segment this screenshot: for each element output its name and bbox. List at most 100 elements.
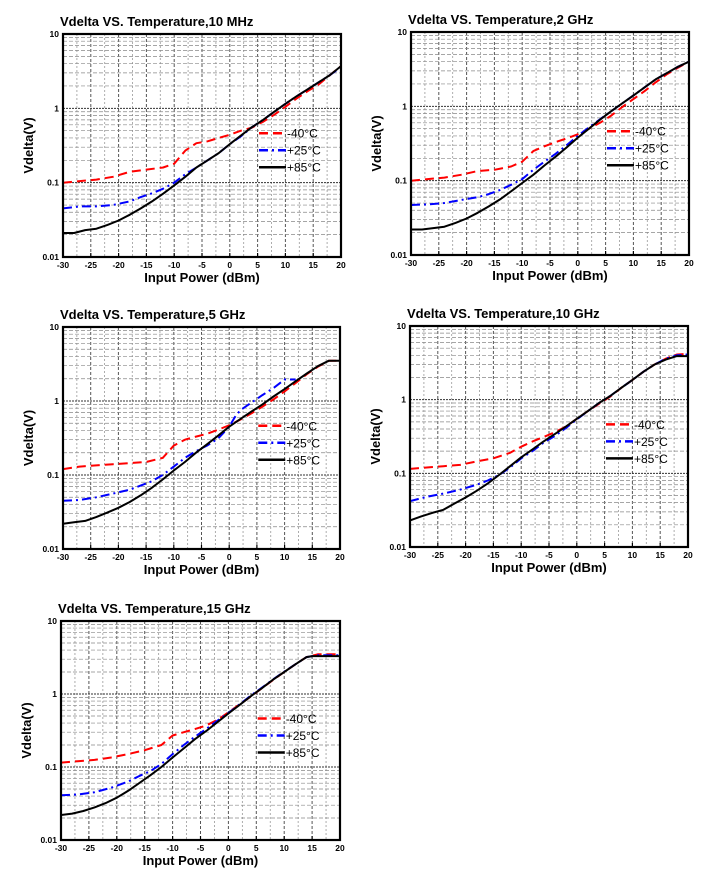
x-axis-label: Input Power (dBm) [144, 270, 260, 285]
x-tick-label: 0 [227, 552, 232, 562]
legend: -40°C +25°C +85°C [605, 418, 668, 466]
grid [63, 327, 340, 549]
series-line-0 [410, 352, 688, 470]
x-tick-label: -20 [460, 258, 473, 268]
series-line-2 [63, 359, 340, 525]
x-tick-label: 5 [602, 550, 607, 560]
y-tick-label: 0.1 [394, 468, 406, 478]
x-tick-label: -30 [57, 552, 70, 562]
legend-label: +85°C [286, 746, 320, 760]
x-tick-label: -5 [198, 552, 206, 562]
y-tick-label: 1 [401, 395, 406, 405]
plot-frame [59, 619, 342, 842]
x-tick-label: 5 [254, 843, 259, 853]
x-tick-label: -10 [516, 258, 529, 268]
legend: -40°C +25°C +85°C [258, 127, 321, 175]
x-tick-label: 15 [656, 258, 666, 268]
x-tick-label: -15 [140, 260, 153, 270]
legend-label: -40°C [634, 418, 665, 432]
x-tick-label: -25 [85, 552, 98, 562]
plot-frame [409, 30, 691, 257]
x-tick-label: -20 [111, 843, 124, 853]
legend-label: -40°C [287, 127, 318, 141]
y-tick-label: 10 [50, 29, 60, 39]
x-tick-label: 0 [575, 258, 580, 268]
chart-0: Vdelta VS. Temperature,10 MHz 0.01 0.1 1 10 -… [21, 14, 346, 285]
x-tick-label: -15 [140, 552, 153, 562]
y-tick-label: 0.1 [45, 762, 57, 772]
x-tick-label: -30 [55, 843, 68, 853]
x-tick-label: -5 [198, 260, 206, 270]
x-tick-label: -25 [83, 843, 96, 853]
grid [61, 621, 340, 840]
y-tick-label: 1 [54, 103, 59, 113]
x-tick-label: 15 [655, 550, 665, 560]
plot-frame [408, 324, 690, 549]
x-tick-label: -20 [112, 552, 125, 562]
x-tick-label: -20 [459, 550, 472, 560]
legend-label: +85°C [634, 452, 668, 466]
legend-label: +85°C [286, 453, 320, 467]
x-tick-label: -25 [432, 550, 445, 560]
x-tick-label: 10 [281, 260, 291, 270]
series-line-0 [63, 359, 340, 471]
chart-3: Vdelta VS. Temperature,10 GHz 0.01 0.1 1 10 -… [368, 306, 693, 575]
x-tick-label: 15 [308, 552, 318, 562]
x-tick-label: 5 [255, 552, 260, 562]
legend-label: -40°C [286, 712, 317, 726]
legend-label: -40°C [286, 419, 317, 433]
x-tick-label: 15 [308, 260, 318, 270]
x-tick-label: 20 [335, 843, 345, 853]
x-tick-label: -25 [433, 258, 446, 268]
x-tick-label: -10 [515, 550, 528, 560]
x-tick-label: -5 [546, 258, 554, 268]
grid [63, 34, 341, 257]
legend-label: -40°C [635, 125, 666, 139]
x-tick-label: 15 [307, 843, 317, 853]
x-tick-label: -15 [487, 550, 500, 560]
y-tick-label: 10 [397, 321, 407, 331]
legend-label: +25°C [286, 436, 320, 450]
series-line-1 [63, 378, 296, 502]
y-tick-label: 10 [398, 27, 408, 37]
legend-label: +85°C [635, 159, 669, 173]
x-tick-label: 10 [629, 258, 639, 268]
x-axis-label: Input Power (dBm) [491, 560, 607, 575]
chart-title: Vdelta VS. Temperature,10 GHz [407, 306, 600, 321]
series-line-0 [61, 653, 340, 764]
legend-label: +85°C [287, 161, 321, 175]
plot-frame [61, 325, 342, 551]
series-line-0 [411, 60, 689, 182]
y-tick-label: 0.1 [395, 176, 407, 186]
series-line-2 [411, 60, 689, 231]
x-tick-label: -25 [85, 260, 98, 270]
chart-4: Vdelta VS. Temperature,15 GHz 0.01 0.1 1 10 -… [19, 601, 345, 868]
series-line-1 [61, 654, 340, 797]
series-line-2 [63, 65, 341, 234]
y-tick-label: 1 [402, 101, 407, 111]
y-tick-label: 0.01 [42, 544, 59, 554]
x-tick-label: 0 [574, 550, 579, 560]
x-tick-label: 20 [336, 260, 346, 270]
x-tick-label: 5 [603, 258, 608, 268]
y-tick-label: 1 [54, 396, 59, 406]
x-tick-label: -10 [168, 552, 181, 562]
y-axis-label: Vdelta(V) [19, 702, 34, 758]
x-tick-label: -5 [545, 550, 553, 560]
chart-1: Vdelta VS. Temperature,2 GHz 0.01 0.1 1 10 -3… [369, 12, 694, 283]
y-tick-label: 0.01 [390, 250, 407, 260]
series-line-0 [63, 65, 341, 184]
y-axis-label: Vdelta(V) [368, 408, 383, 464]
legend: -40°C +25°C +85°C [257, 712, 320, 760]
grid [411, 32, 689, 255]
x-tick-label: 20 [684, 258, 694, 268]
y-tick-label: 0.01 [40, 835, 57, 845]
x-tick-label: -30 [405, 258, 418, 268]
y-tick-label: 10 [48, 616, 58, 626]
x-tick-label: -10 [168, 260, 181, 270]
legend: -40°C +25°C +85°C [606, 125, 669, 173]
legend-label: +25°C [287, 144, 321, 158]
legend-label: +25°C [286, 729, 320, 743]
y-tick-label: 0.01 [42, 252, 59, 262]
x-tick-label: 5 [255, 260, 260, 270]
